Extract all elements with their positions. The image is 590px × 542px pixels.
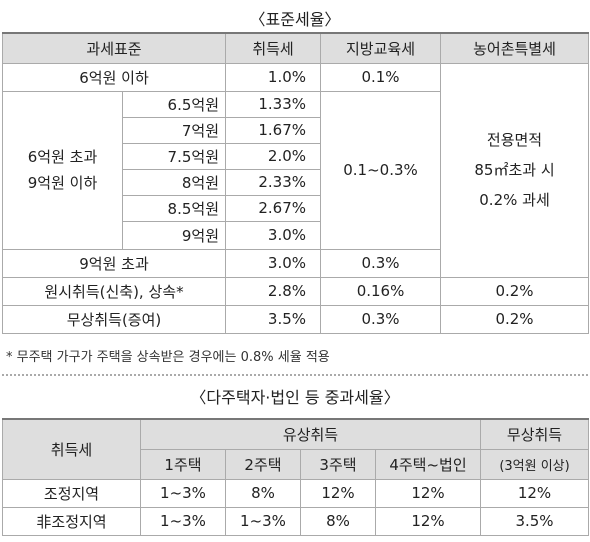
divider xyxy=(2,374,588,376)
cell: 원시취득(신축), 상속* xyxy=(1,276,227,306)
cell: 조정지역 xyxy=(2,478,141,508)
cell: 0.16% xyxy=(320,276,442,306)
table-title: 〈다주택자·법인 등 중과세율〉 xyxy=(190,388,400,407)
header: 무상취득 xyxy=(480,418,590,450)
header: (3억원 이상) xyxy=(480,448,590,480)
table-title: 〈표준세율〉 xyxy=(249,10,341,29)
cell: 전용면적 85㎡초과 시 0.2% 과세 xyxy=(440,62,590,278)
cell: 2.0% xyxy=(225,142,322,170)
header: 지방교육세 xyxy=(320,32,442,64)
cell: 0.2% xyxy=(440,304,590,334)
header: 4주택~법인 xyxy=(374,448,482,480)
cell: 1~3% xyxy=(225,506,301,536)
cell: 2.67% xyxy=(225,194,322,222)
text-line: 전용면적 xyxy=(486,131,543,149)
cell: 무상취득(증여) xyxy=(1,304,227,334)
cell: 0.1~0.3% xyxy=(320,90,442,250)
heavy-table: 취득세 유상취득 무상취득 1주택 2주택 3주택 4주택~법인 (3억원 이상) 조정지역… xyxy=(2,418,590,536)
cell: 3.0% xyxy=(225,248,322,278)
cell: 非조정지역 xyxy=(2,506,141,536)
cell: 0.3% xyxy=(320,248,442,278)
cell: 6억원 이하 xyxy=(1,62,227,92)
cell: 3.5% xyxy=(480,506,590,536)
cell: 9억원 xyxy=(121,220,227,250)
cell: 1.0% xyxy=(225,62,322,92)
header: 취득세 xyxy=(2,418,141,480)
cell: 2.33% xyxy=(225,168,322,196)
cell: 12% xyxy=(374,478,482,508)
header: 유상취득 xyxy=(139,418,482,450)
cell: 6.5억원 xyxy=(121,90,227,118)
text-line: 6억원 초과 xyxy=(27,148,98,166)
cell: 1~3% xyxy=(140,478,226,508)
cell: 8.5억원 xyxy=(121,194,227,222)
cell: 1.67% xyxy=(225,116,322,144)
cell: 8% xyxy=(225,478,301,508)
text-line: 9억원 이하 xyxy=(27,174,98,192)
cell: 8% xyxy=(300,506,376,536)
header: 3주택 xyxy=(300,448,376,480)
cell: 1.33% xyxy=(225,90,322,118)
header: 농어촌특별세 xyxy=(440,32,590,64)
cell: 3.0% xyxy=(225,220,322,250)
cell: 6억원 초과 9억원 이하 xyxy=(2,90,123,250)
text-line: 85㎡초과 시 xyxy=(474,161,555,179)
cell: 3.5% xyxy=(225,304,322,334)
standard-table: 과세표준 취득세 지방교육세 농어촌특별세 6억원 이하 1.0% 0.1% 전용면적 85… xyxy=(1,32,590,334)
cell: 1~3% xyxy=(140,506,226,536)
header: 1주택 xyxy=(140,448,226,480)
header: 2주택 xyxy=(225,448,301,480)
cell: 7.5억원 xyxy=(121,142,227,170)
header: 과세표준 xyxy=(1,32,227,64)
cell: 0.2% xyxy=(440,276,590,306)
cell: 0.1% xyxy=(320,62,442,92)
cell: 12% xyxy=(374,506,482,536)
cell: 9억원 초과 xyxy=(1,248,227,278)
cell: 7억원 xyxy=(121,116,227,144)
cell: 12% xyxy=(300,478,376,508)
cell: 12% xyxy=(480,478,590,508)
header: 취득세 xyxy=(225,32,322,64)
cell: 0.3% xyxy=(320,304,442,334)
footnote: * 무주택 가구가 주택을 상속받은 경우에는 0.8% 세율 적용 xyxy=(6,350,330,365)
cell: 8억원 xyxy=(121,168,227,196)
cell: 2.8% xyxy=(225,276,322,306)
text-line: 0.2% 과세 xyxy=(479,191,550,209)
